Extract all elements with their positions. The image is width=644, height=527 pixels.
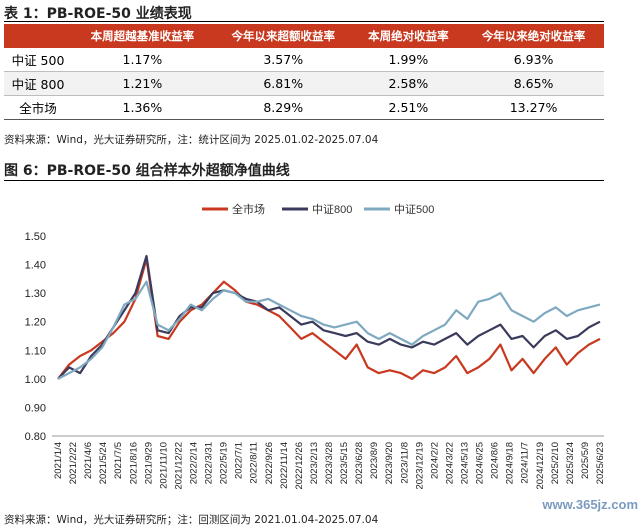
table-title: 表 1：PB-ROE-50 业绩表现 <box>4 6 192 22</box>
table-cell: 8.29% <box>212 95 354 120</box>
x-tick-label: 2022/5/19 <box>219 442 230 484</box>
header-cell: 今年以来超额收益率 <box>212 24 354 48</box>
legend-label: 全市场 <box>232 202 265 216</box>
header-cell: 今年以来绝对收益率 <box>463 24 604 48</box>
watermark: www.365jz.com <box>542 497 638 512</box>
y-tick-label: 1.00 <box>25 374 46 386</box>
x-tick-label: 2021/11/10 <box>158 442 169 489</box>
y-tick-label: 1.40 <box>25 260 46 272</box>
x-tick-label: 2022/2/14 <box>189 442 200 484</box>
x-tick-label: 2023/6/28 <box>354 442 365 484</box>
table-row: 全市场 1.36% 8.29% 2.51% 13.27% <box>4 95 604 120</box>
x-tick-label: 2023/5/15 <box>339 442 350 484</box>
table-cell: 6.81% <box>212 71 354 96</box>
x-tick-label: 2024/12/19 <box>535 442 546 490</box>
x-tick-label: 2023/2/13 <box>309 442 320 484</box>
y-tick-label: 1.20 <box>25 317 46 329</box>
x-tick-label: 2022/11/14 <box>279 442 290 489</box>
x-tick-label: 2022/12/26 <box>294 442 305 490</box>
legend-label: 中证800 <box>312 203 352 216</box>
x-tick-label: 2024/3/22 <box>444 442 455 484</box>
x-tick-label: 2021/9/29 <box>143 442 154 484</box>
x-tick-label: 2025/5/9 <box>580 442 591 479</box>
x-tick-label: 2021/4/6 <box>83 442 94 479</box>
x-tick-label: 2025/2/10 <box>550 442 561 484</box>
x-tick-label: 2021/5/24 <box>98 442 109 484</box>
x-tick-label: 2021/1/4 <box>53 442 64 479</box>
y-tick-label: 1.30 <box>25 288 46 300</box>
x-tick-label: 2021/7/5 <box>113 442 124 479</box>
x-tick-label: 2022/8/11 <box>249 442 260 484</box>
x-tick-label: 2024/6/25 <box>475 442 486 484</box>
series-line <box>57 280 601 380</box>
title-divider <box>4 180 604 181</box>
table-cell: 3.57% <box>212 48 354 72</box>
x-tick-label: 2023/12/19 <box>414 442 425 490</box>
table-cell: 8.65% <box>463 71 604 96</box>
header-cell <box>4 24 72 48</box>
table-cell: 1.21% <box>72 71 213 96</box>
x-tick-label: 2022/3/31 <box>204 442 215 484</box>
header-cell: 本周超越基准收益率 <box>72 24 213 48</box>
x-tick-label: 2023/9/20 <box>384 442 395 484</box>
table-source-note: 资料来源：Wind，光大证券研究所，注：统计区间为 2025.01.02-202… <box>4 134 379 146</box>
net-value-line-chart: 0.80 0.90 1.00 1.10 1.20 1.30 1.40 1.50 2021/1/4… <box>25 202 606 490</box>
table-header-row: 本周超越基准收益率 今年以来超额收益率 本周绝对收益率 今年以来绝对收益率 <box>4 24 604 48</box>
x-tick-label: 2022/9/26 <box>264 442 275 484</box>
table-cell: 6.93% <box>463 48 604 72</box>
table-cell: 1.99% <box>353 48 464 72</box>
table-cell: 1.17% <box>72 48 213 72</box>
x-tick-label: 2024/9/18 <box>505 442 516 484</box>
header-cell: 本周绝对收益率 <box>353 24 464 48</box>
x-tick-label: 2021/8/16 <box>128 442 139 484</box>
row-label: 中证 500 <box>4 48 72 72</box>
x-tick-label: 2023/11/8 <box>399 442 410 484</box>
x-tick-label: 2024/8/6 <box>490 442 501 479</box>
x-tick-label: 2021/12/22 <box>173 442 184 490</box>
legend-label: 中证500 <box>394 203 434 216</box>
y-tick-label: 1.10 <box>25 345 46 357</box>
x-tick-label: 2024/11/7 <box>520 442 531 484</box>
y-tick-label: 0.90 <box>25 402 46 414</box>
x-tick-label: 2023/3/28 <box>324 442 335 484</box>
x-tick-label: 2024/2/2 <box>429 442 440 479</box>
table-cell: 2.58% <box>353 71 464 96</box>
table-cell: 13.27% <box>463 95 604 120</box>
table-cell: 1.36% <box>72 95 213 120</box>
table-row: 中证 800 1.21% 6.81% 2.58% 8.65% <box>4 71 604 96</box>
table-cell: 2.51% <box>353 95 464 120</box>
row-label: 中证 800 <box>4 71 72 96</box>
y-tick-label: 0.80 <box>25 431 46 443</box>
table-row: 中证 500 1.17% 3.57% 1.99% 6.93% <box>4 48 604 72</box>
x-tick-label: 2022/7/1 <box>234 442 245 479</box>
y-tick-label: 1.50 <box>25 231 46 243</box>
chart-source-note: 资料来源：Wind，光大证券研究所；注：回测区间为 2021.01.04-202… <box>4 514 379 526</box>
x-tick-label: 2024/5/13 <box>460 442 471 484</box>
row-label: 全市场 <box>4 95 72 120</box>
title-divider <box>4 21 604 22</box>
series-line <box>57 254 601 380</box>
x-tick-label: 2023/8/9 <box>369 442 380 479</box>
x-tick-label: 2025/3/24 <box>565 442 576 484</box>
x-tick-label: 2025/6/23 <box>595 442 606 484</box>
x-tick-label: 2021/2/22 <box>68 442 79 484</box>
performance-table: 本周超越基准收益率 今年以来超额收益率 本周绝对收益率 今年以来绝对收益率 中证… <box>4 24 604 120</box>
chart-title: 图 6：PB-ROE-50 组合样本外超额净值曲线 <box>4 163 290 179</box>
